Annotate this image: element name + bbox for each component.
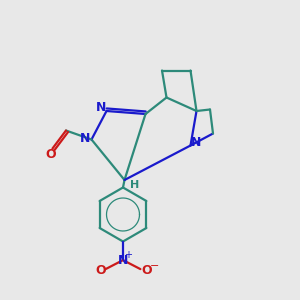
Text: −: −: [150, 261, 159, 271]
Text: H: H: [130, 179, 140, 190]
Text: O: O: [142, 264, 152, 277]
Text: N: N: [96, 101, 106, 114]
Text: O: O: [96, 264, 106, 277]
Text: N: N: [80, 131, 91, 145]
Text: +: +: [124, 250, 132, 260]
Text: N: N: [118, 254, 128, 267]
Text: N: N: [191, 136, 202, 149]
Text: O: O: [46, 148, 56, 161]
